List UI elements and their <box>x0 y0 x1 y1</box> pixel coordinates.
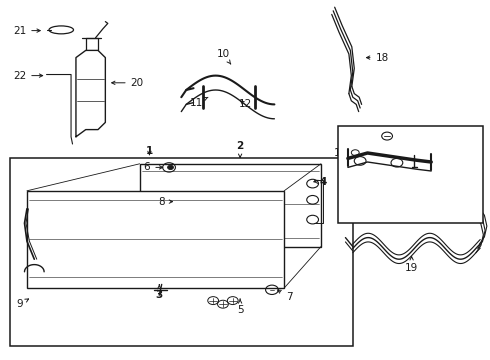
Text: 8: 8 <box>158 197 172 207</box>
Text: 9: 9 <box>16 299 28 309</box>
Text: 14: 14 <box>383 202 396 216</box>
Text: 6: 6 <box>144 162 163 172</box>
Text: 11: 11 <box>189 97 208 108</box>
Text: 4: 4 <box>314 177 327 187</box>
Text: 18: 18 <box>367 53 389 63</box>
Text: 17: 17 <box>334 148 354 158</box>
Text: 19: 19 <box>405 257 418 273</box>
Bar <box>338 126 483 223</box>
Text: 7: 7 <box>278 290 293 302</box>
Text: 3: 3 <box>156 285 163 300</box>
Text: 14: 14 <box>343 202 359 216</box>
Text: 13: 13 <box>471 159 485 169</box>
Text: 12: 12 <box>238 99 252 109</box>
Circle shape <box>168 165 173 170</box>
Text: 20: 20 <box>112 78 144 88</box>
Bar <box>140 164 321 247</box>
Text: 5: 5 <box>237 299 244 315</box>
Text: 1: 1 <box>146 146 153 156</box>
Text: 16: 16 <box>415 159 428 169</box>
Text: 21: 21 <box>13 26 40 36</box>
Text: 15: 15 <box>363 126 383 136</box>
Bar <box>27 191 284 288</box>
Text: 10: 10 <box>217 49 231 64</box>
Bar <box>10 158 353 346</box>
Text: 2: 2 <box>237 141 244 157</box>
Text: 22: 22 <box>13 71 43 81</box>
